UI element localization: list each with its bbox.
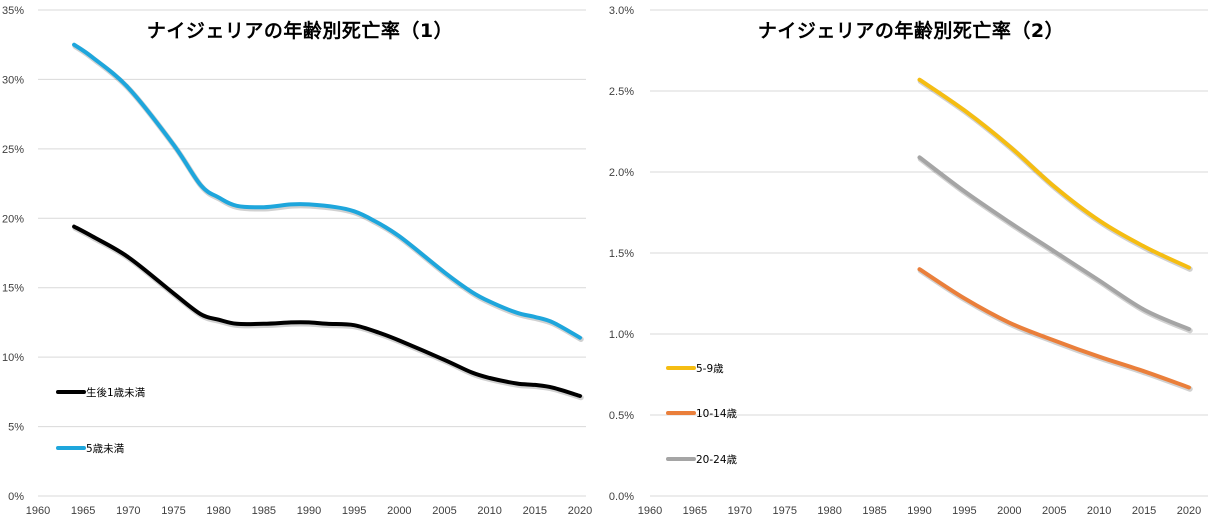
chart-left-plot: 0% 5% 10% 15% 20% 25% 30% 35% 1960 1965 1970 1975 19…	[2, 5, 592, 517]
series-1	[72, 42, 584, 342]
x-tick-label: 1970	[116, 505, 140, 517]
x-tick-label: 2010	[477, 505, 501, 517]
chart-panel-left: 0% 5% 10% 15% 20% 25% 30% 35% 1960 1965 1970 1975 19…	[0, 0, 600, 528]
x-tick-label: 1960	[638, 505, 662, 517]
x-tick-label: 1985	[862, 505, 886, 517]
series-line	[917, 155, 1191, 332]
series-line	[917, 77, 1191, 270]
x-tick-label: 1995	[952, 505, 976, 517]
x-tick-label: 1975	[161, 505, 185, 517]
y-tick-label: 25%	[2, 144, 24, 156]
y-tick-label: 0.0%	[609, 491, 634, 503]
series-0	[72, 224, 584, 401]
x-tick-label: 2000	[387, 505, 411, 517]
y-tick-label: 1.0%	[609, 329, 634, 341]
legend-label: 5-9歳	[696, 363, 724, 375]
x-tick-label: 1990	[907, 505, 931, 517]
y-tick-label: 1.5%	[609, 248, 634, 260]
series-line-shadow	[72, 225, 584, 401]
series-1	[917, 267, 1193, 392]
y-tick-label: 5%	[8, 422, 24, 434]
legend-label: 5歳未満	[86, 443, 125, 455]
y-tick-label: 35%	[2, 5, 24, 17]
x-tick-label: 2010	[1087, 505, 1111, 517]
chart-title-left: ナイジェリアの年齢別死亡率（1）	[146, 20, 454, 42]
y-tick-label: 30%	[2, 74, 24, 86]
y-tick-label: 2.5%	[609, 86, 634, 98]
y-tick-label: 2.0%	[609, 167, 634, 179]
y-tick-label: 20%	[2, 213, 24, 225]
x-tick-label: 2020	[568, 505, 592, 517]
series-line	[917, 267, 1191, 390]
series-line	[72, 42, 582, 340]
x-tick-label: 2020	[1177, 505, 1201, 517]
series-line	[72, 224, 582, 398]
legend-item: 5-9歳	[666, 363, 724, 375]
y-tick-label: 0%	[8, 491, 24, 503]
x-tick-label: 1960	[26, 505, 50, 517]
chart-title-right: ナイジェリアの年齢別死亡率（2）	[757, 20, 1065, 42]
x-tick-label: 2015	[523, 505, 547, 517]
legend-label: 20-24歳	[696, 454, 738, 466]
chart-panel-right: 0.0% 0.5% 1.0% 1.5% 2.0% 2.5% 3.0% 1960 1965 1970…	[604, 0, 1218, 528]
x-tick-label: 2000	[997, 505, 1021, 517]
legend-item: 20-24歳	[666, 454, 738, 466]
x-tick-label: 1975	[773, 505, 797, 517]
x-tick-label: 1990	[297, 505, 321, 517]
x-tick-label: 1970	[728, 505, 752, 517]
x-tick-label: 1980	[206, 505, 230, 517]
chart-right-plot: 0.0% 0.5% 1.0% 1.5% 2.0% 2.5% 3.0% 1960 1965 1970…	[609, 5, 1208, 517]
series-line-shadow	[72, 43, 584, 342]
series-2	[917, 155, 1193, 334]
x-tick-label: 1965	[683, 505, 707, 517]
x-tick-label: 1985	[252, 505, 276, 517]
y-tick-label: 10%	[2, 352, 24, 364]
x-tick-label: 1995	[342, 505, 366, 517]
x-tick-label: 1980	[817, 505, 841, 517]
x-tick-label: 2005	[432, 505, 456, 517]
x-tick-label: 2015	[1132, 505, 1156, 517]
legend-item: 5歳未満	[56, 443, 125, 455]
x-tick-label: 2005	[1042, 505, 1066, 517]
series-0	[917, 77, 1193, 272]
y-tick-label: 15%	[2, 283, 24, 295]
legend-label: 10-14歳	[696, 408, 738, 420]
legend-item: 生後1歳未満	[56, 386, 146, 399]
x-tick-label: 1965	[71, 505, 95, 517]
y-tick-label: 0.5%	[609, 410, 634, 422]
legend-item: 10-14歳	[666, 408, 738, 420]
legend-label: 生後1歳未満	[86, 386, 146, 399]
y-tick-label: 3.0%	[609, 5, 634, 17]
